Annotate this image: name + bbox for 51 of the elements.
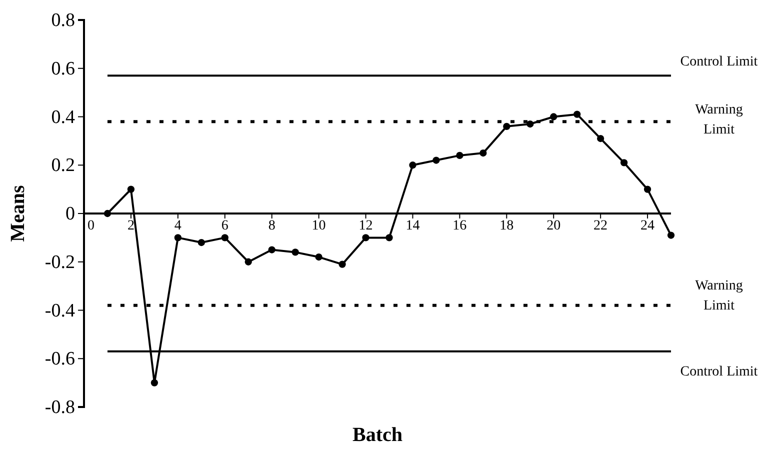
y-tick-label: -0.6	[44, 348, 75, 370]
point	[174, 234, 182, 242]
y-tick-label: -0.4	[44, 300, 76, 322]
point	[596, 134, 604, 142]
point	[550, 113, 558, 120]
ref-line-label: Warning Limit	[695, 278, 743, 314]
point	[315, 253, 322, 261]
x-tick-label: 10	[312, 218, 326, 234]
x-tick-label: 24	[640, 218, 655, 234]
point	[456, 152, 464, 160]
y-axis-title: Means	[7, 184, 29, 242]
y-tick-label: 0.8	[51, 10, 75, 32]
point	[620, 159, 628, 166]
point	[198, 238, 205, 246]
x-tick-label: 12	[358, 218, 373, 234]
point	[574, 110, 581, 118]
point	[503, 122, 510, 130]
y-tick-label: 0.6	[51, 58, 75, 80]
point	[244, 258, 252, 266]
point	[644, 186, 652, 193]
x-tick-label: 20	[546, 218, 561, 234]
x-tick-label: 0	[88, 218, 94, 234]
point	[526, 120, 534, 128]
x-tick-label: 4	[174, 218, 182, 234]
ref-line-label: Warning Limit	[695, 102, 743, 138]
point	[292, 248, 299, 256]
point	[667, 232, 675, 239]
x-tick-label: 2	[127, 218, 134, 234]
point	[432, 156, 440, 164]
x-tick-label: 18	[500, 218, 514, 234]
ref-line-label: Control Limit	[680, 364, 758, 380]
point	[221, 234, 228, 242]
y-tick-label: 0.2	[51, 155, 75, 176]
y-tick-label: -0.8	[44, 397, 75, 418]
point	[338, 260, 346, 268]
point	[127, 186, 135, 193]
x-tick-label: 22	[594, 218, 608, 234]
x-tick-label: 8	[268, 218, 276, 234]
x-axis-title: Batch	[352, 424, 402, 446]
y-tick-label: 0.4	[51, 106, 76, 128]
point	[409, 162, 416, 169]
x-tick-label: 6	[221, 218, 228, 234]
y-tick-label: -0.2	[44, 252, 75, 273]
point	[480, 149, 487, 157]
point	[150, 379, 158, 386]
point	[362, 234, 370, 242]
ref-line-label: Control Limit	[680, 54, 758, 70]
x-tick-label: 14	[406, 218, 420, 234]
x-tick-label: 16	[452, 218, 467, 234]
point	[268, 246, 276, 254]
point	[386, 234, 393, 242]
